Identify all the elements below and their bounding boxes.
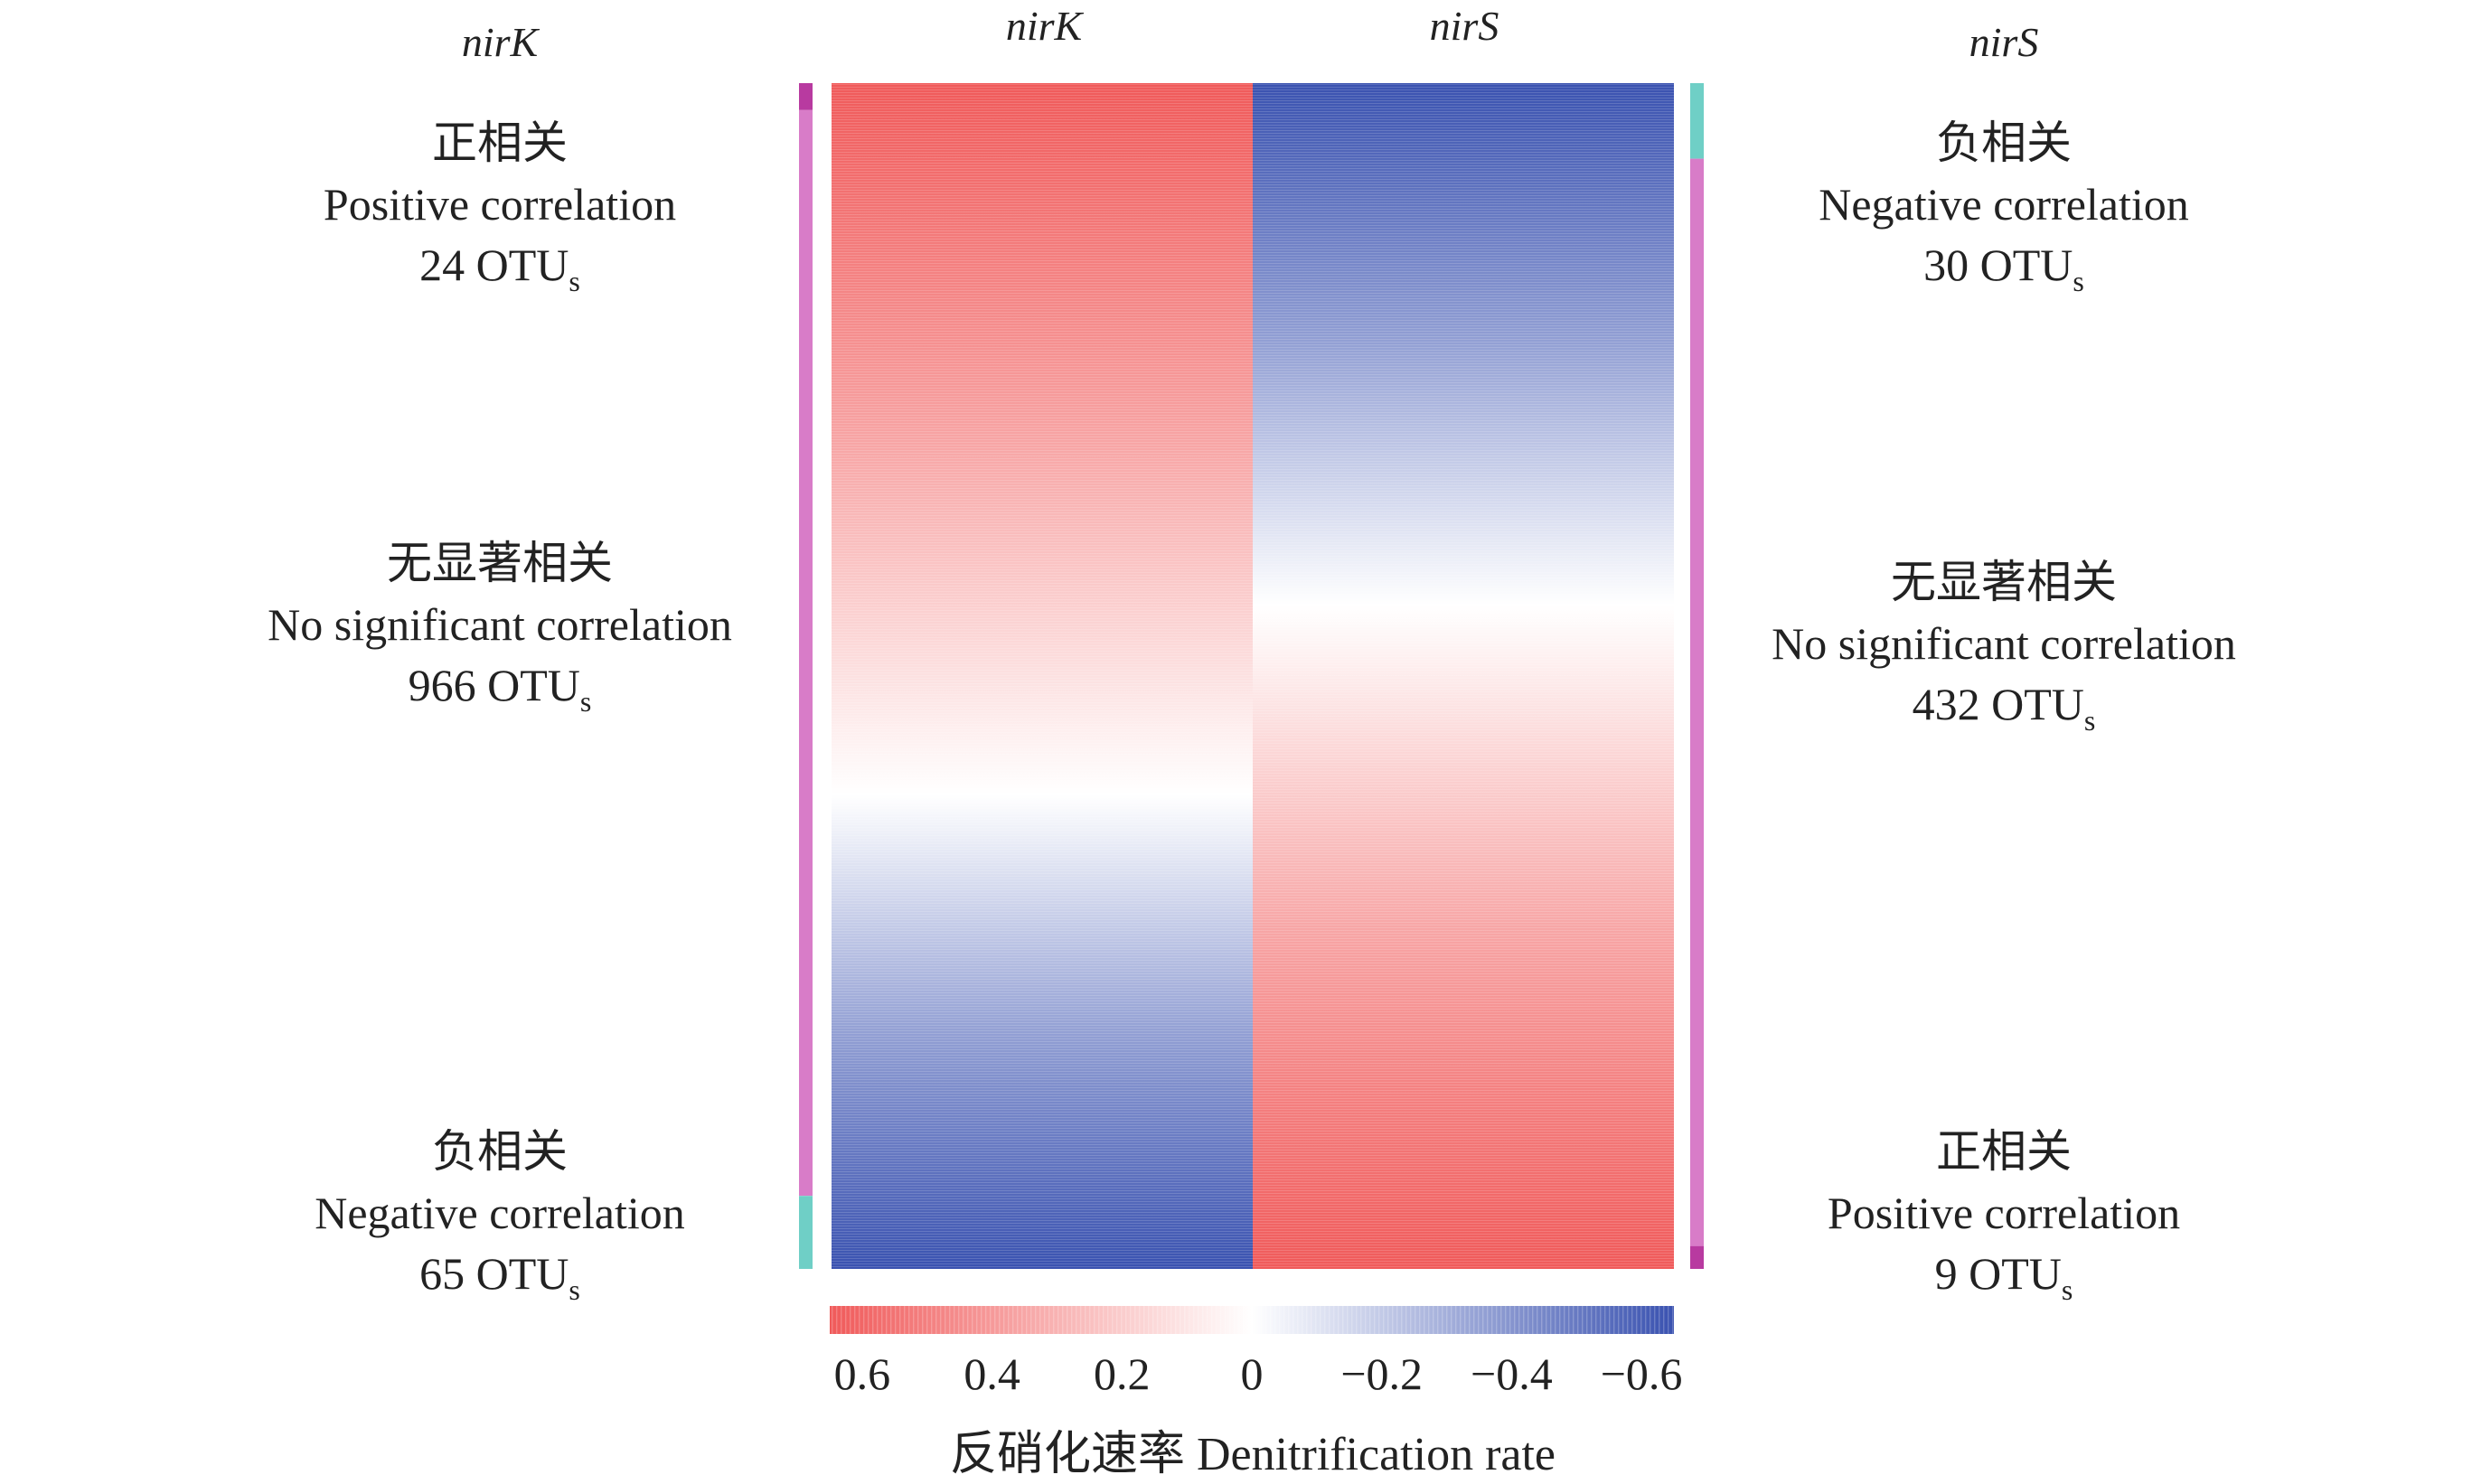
left-group-3-en: Negative correlation bbox=[315, 1188, 685, 1238]
right-group-1-count: 30 OTUs bbox=[1923, 240, 2084, 297]
colorbar-stripes bbox=[830, 1306, 1674, 1334]
right-group-3-cn: 正相关 bbox=[1936, 1126, 2072, 1177]
colorbar: 0.6 0.4 0.2 0 −0.2 −0.4 −0.6 bbox=[830, 1306, 1682, 1399]
right-sidebar-segment-1 bbox=[1690, 83, 1704, 159]
right-group-2-count: 432 OTUs bbox=[1913, 679, 2096, 737]
left-group-1-en: Positive correlation bbox=[324, 179, 676, 230]
heatmap-column-header-nirs: nirS bbox=[1430, 3, 1499, 49]
left-sidebar-segment-2 bbox=[799, 109, 813, 1197]
left-group-3-cn: 负相关 bbox=[432, 1126, 568, 1177]
colorbar-tick-label: −0.4 bbox=[1471, 1348, 1553, 1399]
right-group-labels: 负相关 Negative correlation 30 OTUs 无显著相关 N… bbox=[1772, 117, 2236, 1306]
left-group-2-en: No significant correlation bbox=[268, 599, 732, 650]
heatmap-column-header-nirk: nirK bbox=[1006, 3, 1085, 49]
right-group-3-count: 9 OTUs bbox=[1935, 1248, 2073, 1306]
colorbar-tick-label: 0.2 bbox=[1094, 1348, 1151, 1399]
right-group-2-en: No significant correlation bbox=[1772, 618, 2236, 669]
right-side-header: nirS bbox=[1969, 19, 2039, 65]
left-group-1-count: 24 OTUs bbox=[419, 240, 580, 297]
left-sidebar-segment-3 bbox=[799, 1196, 813, 1269]
left-group-1-cn: 正相关 bbox=[432, 117, 568, 168]
colorbar-ticks: 0.6 0.4 0.2 0 −0.2 −0.4 −0.6 bbox=[834, 1348, 1683, 1399]
right-group-2-cn: 无显著相关 bbox=[1891, 557, 2117, 607]
colorbar-label: 反硝化速率 Denitrification rate bbox=[950, 1429, 1556, 1480]
colorbar-tick-label: −0.6 bbox=[1601, 1348, 1683, 1399]
right-group-1-en: Negative correlation bbox=[1819, 179, 2189, 230]
colorbar-tick-label: 0 bbox=[1241, 1348, 1264, 1399]
colorbar-tick-label: 0.4 bbox=[964, 1348, 1020, 1399]
colorbar-tick-label: −0.2 bbox=[1340, 1348, 1423, 1399]
right-group-1-cn: 负相关 bbox=[1936, 117, 2072, 168]
right-sidebar-segment-3 bbox=[1690, 1245, 1704, 1269]
heatmap-body bbox=[832, 83, 1674, 1269]
group-side-bars bbox=[799, 83, 1704, 1269]
left-group-2-cn: 无显著相关 bbox=[387, 538, 613, 588]
left-group-labels: 正相关 Positive correlation 24 OTUs 无显著相关 N… bbox=[268, 117, 732, 1306]
right-sidebar-segment-2 bbox=[1690, 158, 1704, 1247]
left-sidebar-segment-1 bbox=[799, 83, 813, 110]
left-group-3-count: 65 OTUs bbox=[419, 1248, 580, 1306]
colorbar-tick-label: 0.6 bbox=[834, 1348, 891, 1399]
heatmap-row-stripes bbox=[832, 83, 1674, 1269]
right-group-3-en: Positive correlation bbox=[1828, 1188, 2180, 1238]
left-group-2-count: 966 OTUs bbox=[409, 660, 592, 718]
left-side-header: nirK bbox=[462, 19, 540, 65]
